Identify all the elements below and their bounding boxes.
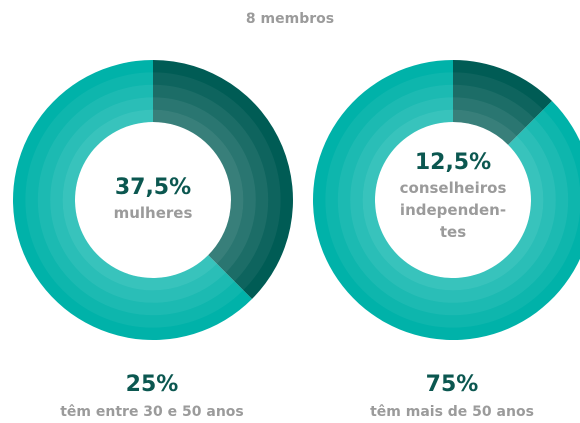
stat-label: têm mais de 50 anos xyxy=(370,404,534,420)
ring-shade xyxy=(62,109,244,291)
pie-slice xyxy=(12,60,252,340)
ring-shade xyxy=(325,72,580,328)
center-label: mulheres xyxy=(113,204,193,222)
ring-shade xyxy=(362,109,544,291)
pie-slice xyxy=(313,60,580,340)
title: 8 membros xyxy=(245,11,335,27)
stat-value: 25% xyxy=(125,372,179,397)
ring-shade xyxy=(350,97,556,303)
pie-slice xyxy=(453,60,552,145)
center-value: 12,5% xyxy=(414,150,492,175)
ring-shade xyxy=(25,72,281,328)
stat-value: 75% xyxy=(425,372,479,397)
ring-shade xyxy=(37,84,269,316)
ring-shade xyxy=(50,97,256,303)
stat-label: têm entre 30 e 50 anos xyxy=(60,404,244,420)
pie-slice xyxy=(153,60,293,299)
center-label: conselheiros independen-tes xyxy=(399,179,507,241)
ring-shade xyxy=(337,84,569,316)
center-value: 37,5% xyxy=(114,175,192,200)
